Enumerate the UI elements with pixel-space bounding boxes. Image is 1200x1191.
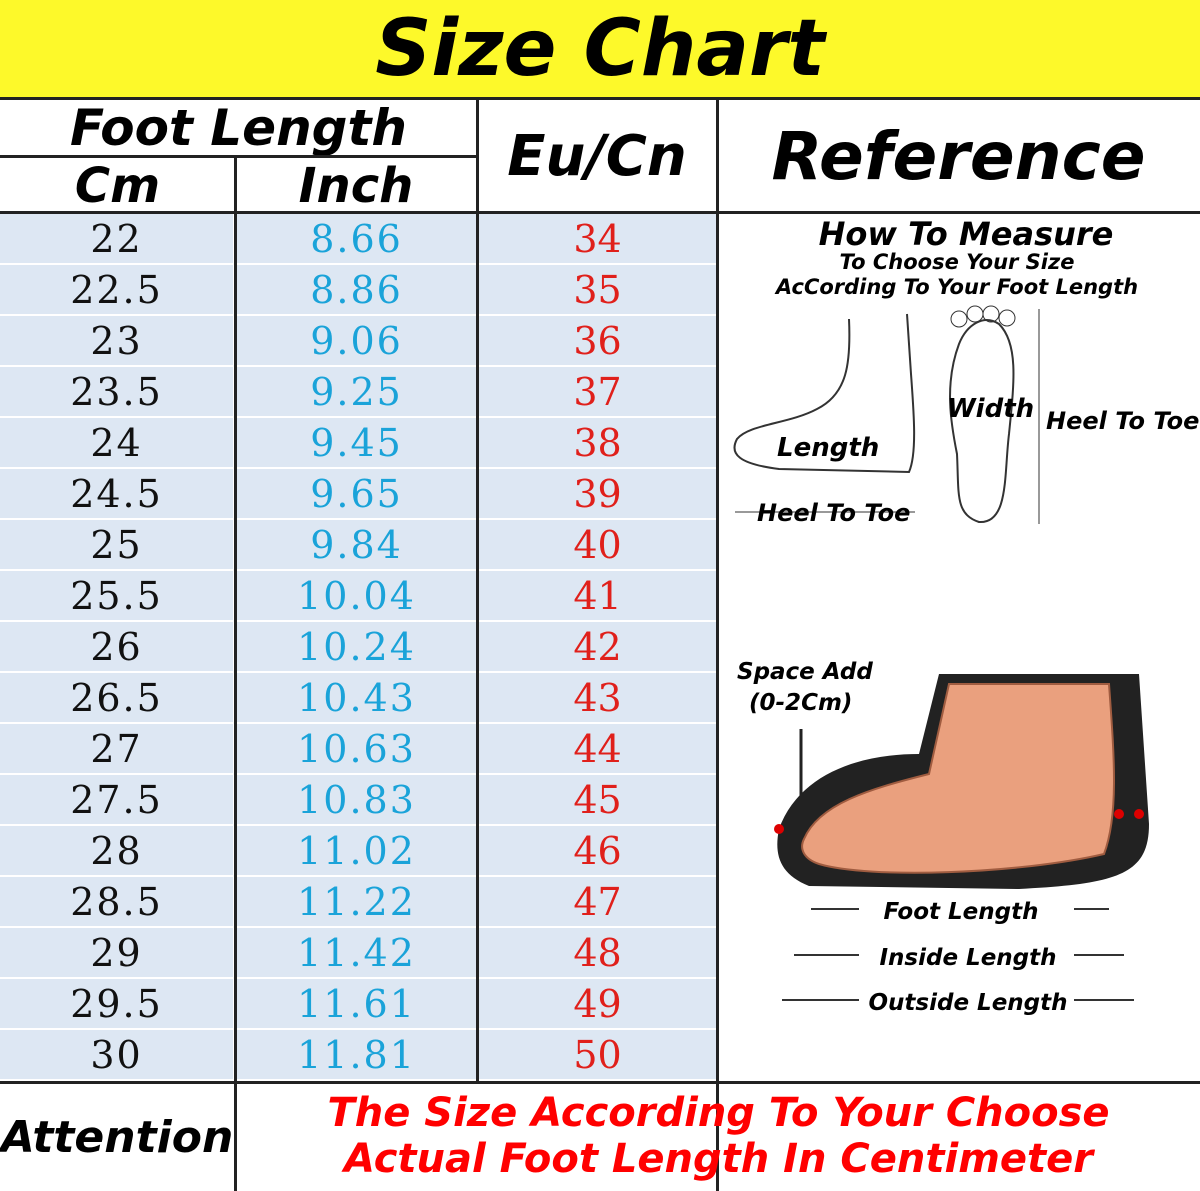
foot-length-header: Foot Length [70, 99, 407, 157]
title: Size Chart [0, 0, 1200, 97]
ref-label: Heel To Toe [1046, 407, 1199, 435]
rule [716, 100, 719, 1191]
cm-cell: 26.5 [0, 673, 233, 722]
foot-sole [949, 319, 1015, 524]
eu-cn-cell: 36 [479, 316, 716, 365]
eu-cn-cell: 44 [479, 724, 716, 773]
inch-cell: 11.42 [237, 928, 476, 977]
reference-header: Reference [771, 118, 1146, 195]
eu-cn-cell: 37 [479, 367, 716, 416]
cm-cell: 23 [0, 316, 233, 365]
cm-header: Cm [74, 157, 161, 214]
cm-cell: 29 [0, 928, 233, 977]
rule [0, 155, 477, 158]
foot [801, 683, 1115, 874]
cm-cell: 25 [0, 520, 233, 569]
rule [234, 1084, 237, 1191]
ref-heading: How To Measure [819, 215, 1114, 253]
inch-cell: 11.02 [237, 826, 476, 875]
ref-label: Length [777, 433, 879, 463]
toe [966, 305, 984, 323]
eu-cn-cell: 50 [479, 1030, 716, 1079]
inch-cell: 11.81 [237, 1030, 476, 1079]
cm-cell: 28.5 [0, 877, 233, 926]
cm-cell: 22 [0, 214, 233, 263]
eu-cn-cell: 34 [479, 214, 716, 263]
eu-cn-cell: 35 [479, 265, 716, 314]
ref-label: Width [947, 394, 1034, 424]
eu-cn-cell: 39 [479, 469, 716, 518]
cm-cell: 27.5 [0, 775, 233, 824]
marker [1114, 809, 1124, 819]
cm-cell: 24.5 [0, 469, 233, 518]
eu-cn-cell: 46 [479, 826, 716, 875]
inch-cell: 11.61 [237, 979, 476, 1028]
ref-subtitle: AcCording To Your Foot Length [774, 275, 1138, 299]
inch-cell: 10.24 [237, 622, 476, 671]
cm-cell: 30 [0, 1030, 233, 1079]
reference-illustration: How To Measure To Choose Your Size AcCor… [733, 215, 1199, 1016]
toe [950, 310, 968, 328]
cm-cell: 24 [0, 418, 233, 467]
inch-header: Inch [298, 157, 414, 214]
attention-text: The Size According To Your Choose [327, 1090, 1110, 1136]
inch-cell: 9.06 [237, 316, 476, 365]
eu-cn-cell: 38 [479, 418, 716, 467]
marker [1134, 809, 1144, 819]
foot-side [733, 313, 916, 474]
toe [982, 305, 1000, 323]
eu-cn-cell: 45 [479, 775, 716, 824]
marker [774, 824, 784, 834]
eu-cn-cell: 40 [479, 520, 716, 569]
cm-cell: 25.5 [0, 571, 233, 620]
ref-label: Space Add [737, 659, 873, 685]
inch-cell: 11.22 [237, 877, 476, 926]
eu-cn-cell: 41 [479, 571, 716, 620]
inch-cell: 9.25 [237, 367, 476, 416]
eu-cn-cell: 42 [479, 622, 716, 671]
inch-cell: 9.84 [237, 520, 476, 569]
rule [0, 1081, 1200, 1084]
inch-cell: 9.45 [237, 418, 476, 467]
ref-label: (0-2Cm) [749, 690, 852, 716]
inch-cell: 10.04 [237, 571, 476, 620]
rule [234, 158, 237, 1083]
eu-cn-header: Eu/Cn [507, 124, 687, 189]
cm-cell: 26 [0, 622, 233, 671]
cm-cell: 23.5 [0, 367, 233, 416]
toe [998, 309, 1016, 327]
inch-cell: 10.83 [237, 775, 476, 824]
ref-label: Outside Length [868, 990, 1067, 1016]
cm-cell: 28 [0, 826, 233, 875]
rule [0, 97, 1200, 100]
cm-cell: 27 [0, 724, 233, 773]
inch-cell: 10.63 [237, 724, 476, 773]
inch-cell: 9.65 [237, 469, 476, 518]
cm-cell: 29.5 [0, 979, 233, 1028]
inch-cell: 10.43 [237, 673, 476, 722]
rule [476, 100, 479, 1083]
inch-cell: 8.66 [237, 214, 476, 263]
eu-cn-cell: 47 [479, 877, 716, 926]
inch-cell: 8.86 [237, 265, 476, 314]
attention-text: Actual Foot Length In Centimeter [343, 1136, 1093, 1182]
eu-cn-cell: 43 [479, 673, 716, 722]
eu-cn-cell: 49 [479, 979, 716, 1028]
ref-label: Inside Length [879, 945, 1056, 971]
ref-subtitle: To Choose Your Size [840, 250, 1075, 274]
cm-cell: 22.5 [0, 265, 233, 314]
eu-cn-cell: 48 [479, 928, 716, 977]
ref-label: Foot Length [884, 899, 1039, 925]
attention-label: Attention [0, 1112, 234, 1163]
ref-label: Heel To Toe [757, 499, 910, 527]
rule [0, 211, 1200, 214]
